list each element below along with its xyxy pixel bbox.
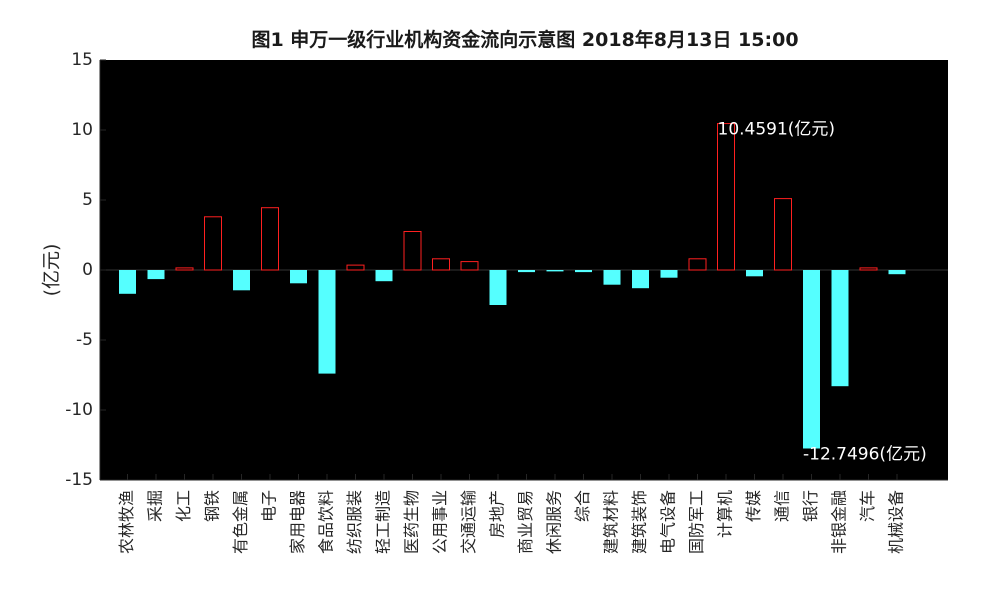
bar-18: [603, 270, 621, 285]
bar-15: [518, 270, 535, 273]
bars: [119, 123, 906, 449]
bar-25: [803, 270, 820, 449]
y-axis-label: (亿元): [41, 244, 63, 297]
x-tick-label: 商业贸易: [516, 490, 535, 554]
y-tick-label: -5: [76, 330, 93, 350]
y-axis: 15 10 5 0 -5 -10 -15: [65, 50, 106, 490]
y-tick-label: -15: [65, 470, 93, 490]
y-tick-label: 0: [82, 260, 93, 280]
bar-5: [233, 270, 250, 291]
x-tick-label: 国防军工: [687, 490, 706, 554]
bar-8: [318, 270, 336, 374]
x-tick-label: 非银金融: [830, 490, 849, 554]
y-tick-label: -10: [65, 400, 93, 420]
bar-22: [717, 123, 735, 271]
annotation-2: -12.7496(亿元): [803, 444, 927, 464]
x-tick-label: 公用事业: [431, 490, 450, 554]
x-tick-label: 食品饮料: [317, 490, 336, 554]
x-tick-label: 休闲服务: [545, 490, 564, 554]
x-tick-label: 通信: [773, 490, 792, 522]
bar-26: [831, 270, 849, 387]
bar-11: [403, 231, 422, 271]
bar-6: [261, 207, 279, 271]
x-tick-label: 电气设备: [659, 490, 678, 554]
bar-17: [575, 270, 592, 273]
y-tick-label: 5: [82, 190, 93, 210]
x-tick-label: 交通运输: [459, 490, 478, 554]
x-tick-label: 计算机: [716, 490, 735, 538]
bar-20: [660, 270, 678, 278]
bar-21: [688, 258, 707, 271]
bar-10: [375, 270, 393, 282]
bar-24: [774, 198, 792, 271]
annotation-1: 10.4591(亿元): [718, 120, 836, 140]
x-tick-label: 综合: [573, 490, 592, 522]
x-tick-label: 建筑装饰: [630, 490, 649, 554]
bar-9: [346, 264, 365, 271]
bar-4: [204, 216, 222, 271]
x-tick-label: 家用电器: [288, 490, 307, 554]
bar-1: [119, 270, 136, 294]
y-tick-label: 15: [71, 50, 93, 70]
bar-14: [489, 270, 507, 305]
x-tick-label: 机械设备: [887, 490, 906, 554]
bar-13: [460, 261, 479, 271]
x-tick-label: 化工: [174, 490, 193, 522]
bar-23: [746, 270, 763, 277]
x-tick-label: 纺织服装: [345, 490, 364, 554]
x-axis: 农林牧渔 采掘 化工 钢铁 有色金属 电子 家用电器 食品饮料 纺织服装 轻工制造 医药生物 公用事业…: [100, 474, 948, 554]
y-tick-label: 10: [71, 120, 93, 140]
bar-27: [859, 267, 878, 271]
x-tick-label: 医药生物: [402, 490, 421, 554]
x-tick-label: 建筑材料: [602, 490, 621, 554]
x-tick-label: 银行: [801, 490, 820, 522]
x-tick-label: 轻工制造: [374, 490, 393, 554]
bar-12: [432, 258, 450, 271]
bar-19: [632, 270, 649, 289]
x-tick-label: 房地产: [488, 490, 507, 538]
bar-2: [147, 270, 165, 280]
x-tick-label: 汽车: [858, 490, 877, 522]
x-tick-label: 电子: [260, 490, 279, 522]
bar-28: [888, 270, 906, 275]
x-tick-label: 钢铁: [203, 490, 222, 522]
x-tick-label: 农林牧渔: [117, 490, 136, 554]
bar-7: [290, 270, 307, 284]
annotations: 10.4591(亿元) -12.7496(亿元): [718, 120, 927, 465]
x-tick-label: 传媒: [744, 490, 763, 522]
bar-16: [546, 270, 564, 272]
bar-3: [175, 267, 194, 271]
chart-title: 图1 申万一级行业机构资金流向示意图 2018年8月13日 15:00: [251, 28, 798, 51]
x-tick-label: 采掘: [146, 490, 165, 522]
x-tick-label: 有色金属: [231, 490, 250, 554]
